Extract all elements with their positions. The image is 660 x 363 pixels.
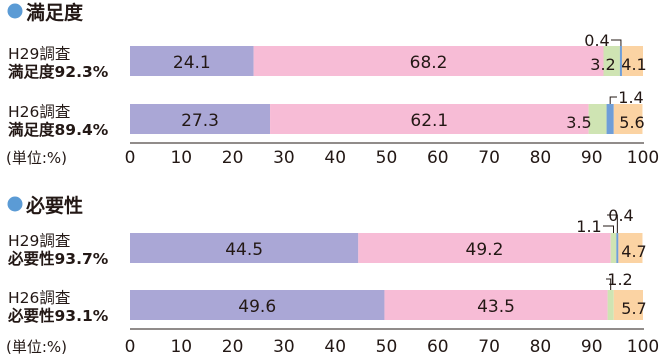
bar-value-label: 3.5 — [566, 113, 591, 132]
bar-segment — [358, 233, 611, 263]
bar-value-label: 62.1 — [410, 111, 448, 131]
x-tick-label: 80 — [530, 148, 552, 168]
bar-value-label: 43.5 — [477, 297, 515, 317]
bar-segment — [618, 233, 643, 263]
x-tick-label: 50 — [376, 148, 398, 168]
leader-line — [606, 278, 612, 290]
row-summary-label: 満足度92.3% — [8, 62, 109, 81]
x-tick-label: 100 — [627, 337, 659, 357]
bar-value-label: 0.4 — [584, 31, 609, 50]
leader-line — [611, 39, 622, 46]
row-survey-label: H26調査 — [8, 289, 70, 307]
x-tick-label: 70 — [478, 337, 500, 357]
section-title: 満足度 — [26, 1, 84, 24]
bar-segment — [619, 46, 622, 76]
bar-segment — [607, 290, 614, 320]
x-tick-label: 0 — [125, 337, 136, 357]
bar-value-label: 1.4 — [618, 88, 643, 107]
row-summary-label: 必要性93.1% — [7, 306, 109, 325]
bar-segment — [606, 104, 614, 134]
bar-value-label: 3.2 — [590, 55, 615, 74]
x-tick-label: 80 — [530, 337, 552, 357]
bar-segment — [603, 46, 620, 76]
leader-line — [607, 214, 618, 233]
bar-value-label: 68.2 — [410, 53, 448, 73]
x-tick-label: 90 — [581, 148, 603, 168]
bar-segment — [588, 104, 607, 134]
x-tick-label: 30 — [273, 148, 295, 168]
bar-value-label: 5.7 — [621, 299, 646, 318]
bar-segment — [616, 233, 619, 263]
x-tick-label: 10 — [170, 148, 192, 168]
x-tick-label: 50 — [376, 337, 398, 357]
row-survey-label: H29調査 — [8, 45, 70, 63]
bar-value-label: 0.4 — [608, 206, 633, 225]
bar-segment — [384, 290, 608, 320]
x-tick-label: 60 — [427, 148, 449, 168]
bar-segment — [613, 104, 643, 134]
bar-value-label: 44.5 — [225, 240, 263, 260]
bar-value-label: 1.1 — [576, 217, 601, 236]
x-tick-label: 60 — [427, 337, 449, 357]
bar-segment — [130, 104, 271, 134]
bar-segment — [621, 46, 643, 76]
bar-segment — [270, 104, 589, 134]
x-tick-label: 10 — [170, 337, 192, 357]
section-title: 必要性 — [25, 194, 83, 217]
bar-value-label: 5.6 — [619, 113, 644, 132]
bar-value-label: 24.1 — [173, 53, 211, 73]
x-tick-label: 40 — [324, 148, 346, 168]
leader-line — [609, 96, 617, 104]
bar-segment — [130, 290, 385, 320]
bar-segment — [130, 46, 254, 76]
bar-value-label: 27.3 — [181, 111, 219, 131]
x-tick-label: 30 — [273, 337, 295, 357]
section-bullet-icon — [7, 196, 23, 212]
x-tick-label: 0 — [125, 148, 136, 168]
row-summary-label: 満足度89.4% — [8, 120, 109, 139]
bar-segment — [130, 233, 359, 263]
unit-label: (単位:%) — [6, 149, 67, 167]
x-tick-label: 90 — [581, 337, 603, 357]
x-tick-label: 70 — [478, 148, 500, 168]
bar-segment — [253, 46, 604, 76]
bar-segment — [613, 290, 643, 320]
x-tick-label: 100 — [627, 148, 659, 168]
row-survey-label: H29調査 — [8, 232, 70, 250]
x-tick-label: 20 — [222, 337, 244, 357]
row-survey-label: H26調査 — [8, 103, 70, 121]
bar-value-label: 49.6 — [238, 297, 276, 317]
x-tick-label: 40 — [324, 337, 346, 357]
unit-label: (単位:%) — [6, 338, 67, 356]
leader-line — [603, 225, 615, 233]
bar-value-label: 4.7 — [621, 242, 646, 261]
bar-value-label: 4.1 — [621, 55, 646, 74]
row-summary-label: 必要性93.7% — [7, 249, 109, 268]
x-tick-label: 20 — [222, 148, 244, 168]
bar-value-label: 1.2 — [607, 270, 632, 289]
bar-segment — [610, 233, 617, 263]
bar-value-label: 49.2 — [466, 240, 504, 260]
section-bullet-icon — [7, 3, 23, 19]
